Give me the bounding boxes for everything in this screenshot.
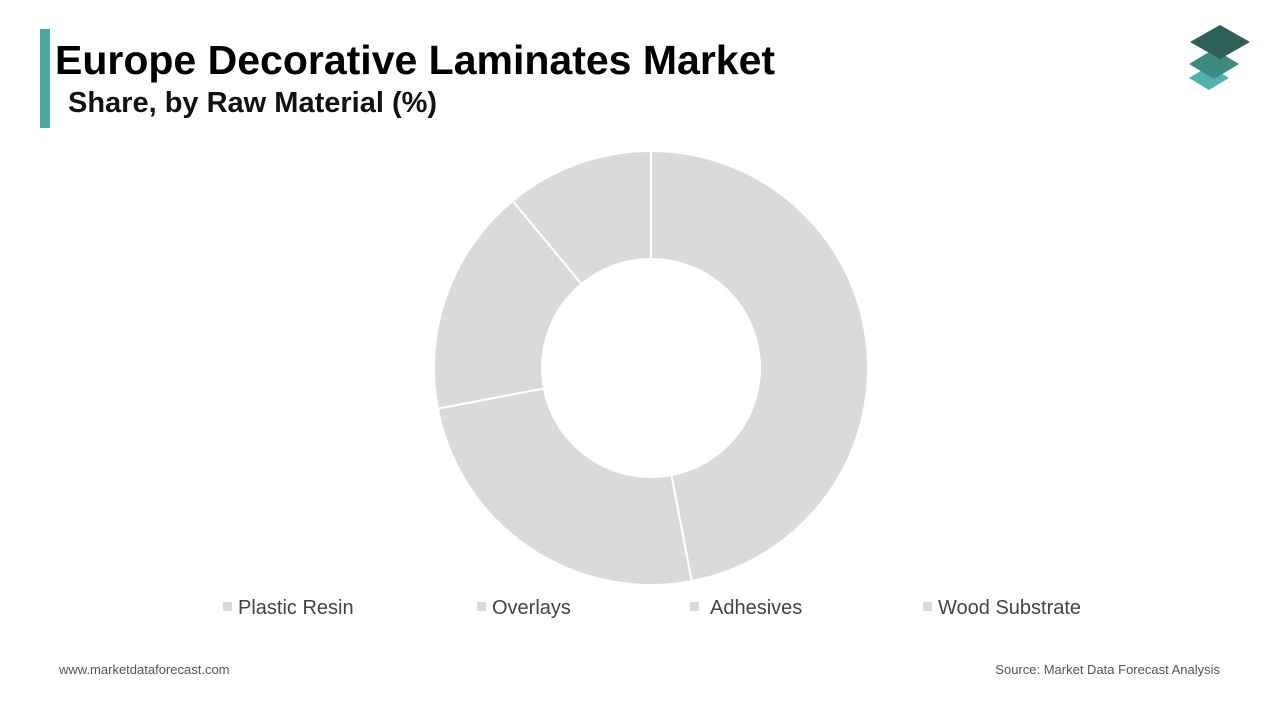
legend-label-adhesives: Adhesives <box>710 597 802 619</box>
legend-item-adhesives: Adhesives <box>690 597 802 619</box>
legend-item-plastic-resin: Plastic Resin <box>223 597 354 619</box>
legend-marker-overlays <box>477 602 486 611</box>
chart-title: Europe Decorative Laminates Market <box>55 37 776 83</box>
legend-label-plastic-resin: Plastic Resin <box>238 597 354 619</box>
slice-adhesives <box>433 199 583 410</box>
donut-slices <box>433 149 869 586</box>
legend-label-overlays: Overlays <box>492 597 571 619</box>
website-url: www.marketdataforecast.com <box>59 662 230 677</box>
legend-item-overlays: Overlays <box>477 597 571 619</box>
slice-overlays <box>436 387 693 586</box>
stacked-layers-logo-icon <box>1189 25 1250 90</box>
legend-item-wood-substrate: Wood Substrate <box>923 597 1081 619</box>
legend-label-wood-substrate: Wood Substrate <box>938 597 1081 619</box>
chart-legend: Plastic Resin Overlays Adhesives Wood Subst… <box>223 597 1081 619</box>
slice-wood-substrate <box>511 149 652 286</box>
logo-layer-middle <box>1189 49 1239 79</box>
title-accent-bar <box>40 29 50 128</box>
legend-marker-adhesives <box>690 602 699 611</box>
legend-marker-wood-substrate <box>923 602 932 611</box>
chart-subtitle: Share, by Raw Material (%) <box>68 87 438 119</box>
logo-layer-top <box>1190 25 1250 59</box>
source-note: Source: Market Data Forecast Analysis <box>995 662 1220 677</box>
legend-marker-plastic-resin <box>223 602 232 611</box>
slice-plastic-resin <box>650 149 869 583</box>
